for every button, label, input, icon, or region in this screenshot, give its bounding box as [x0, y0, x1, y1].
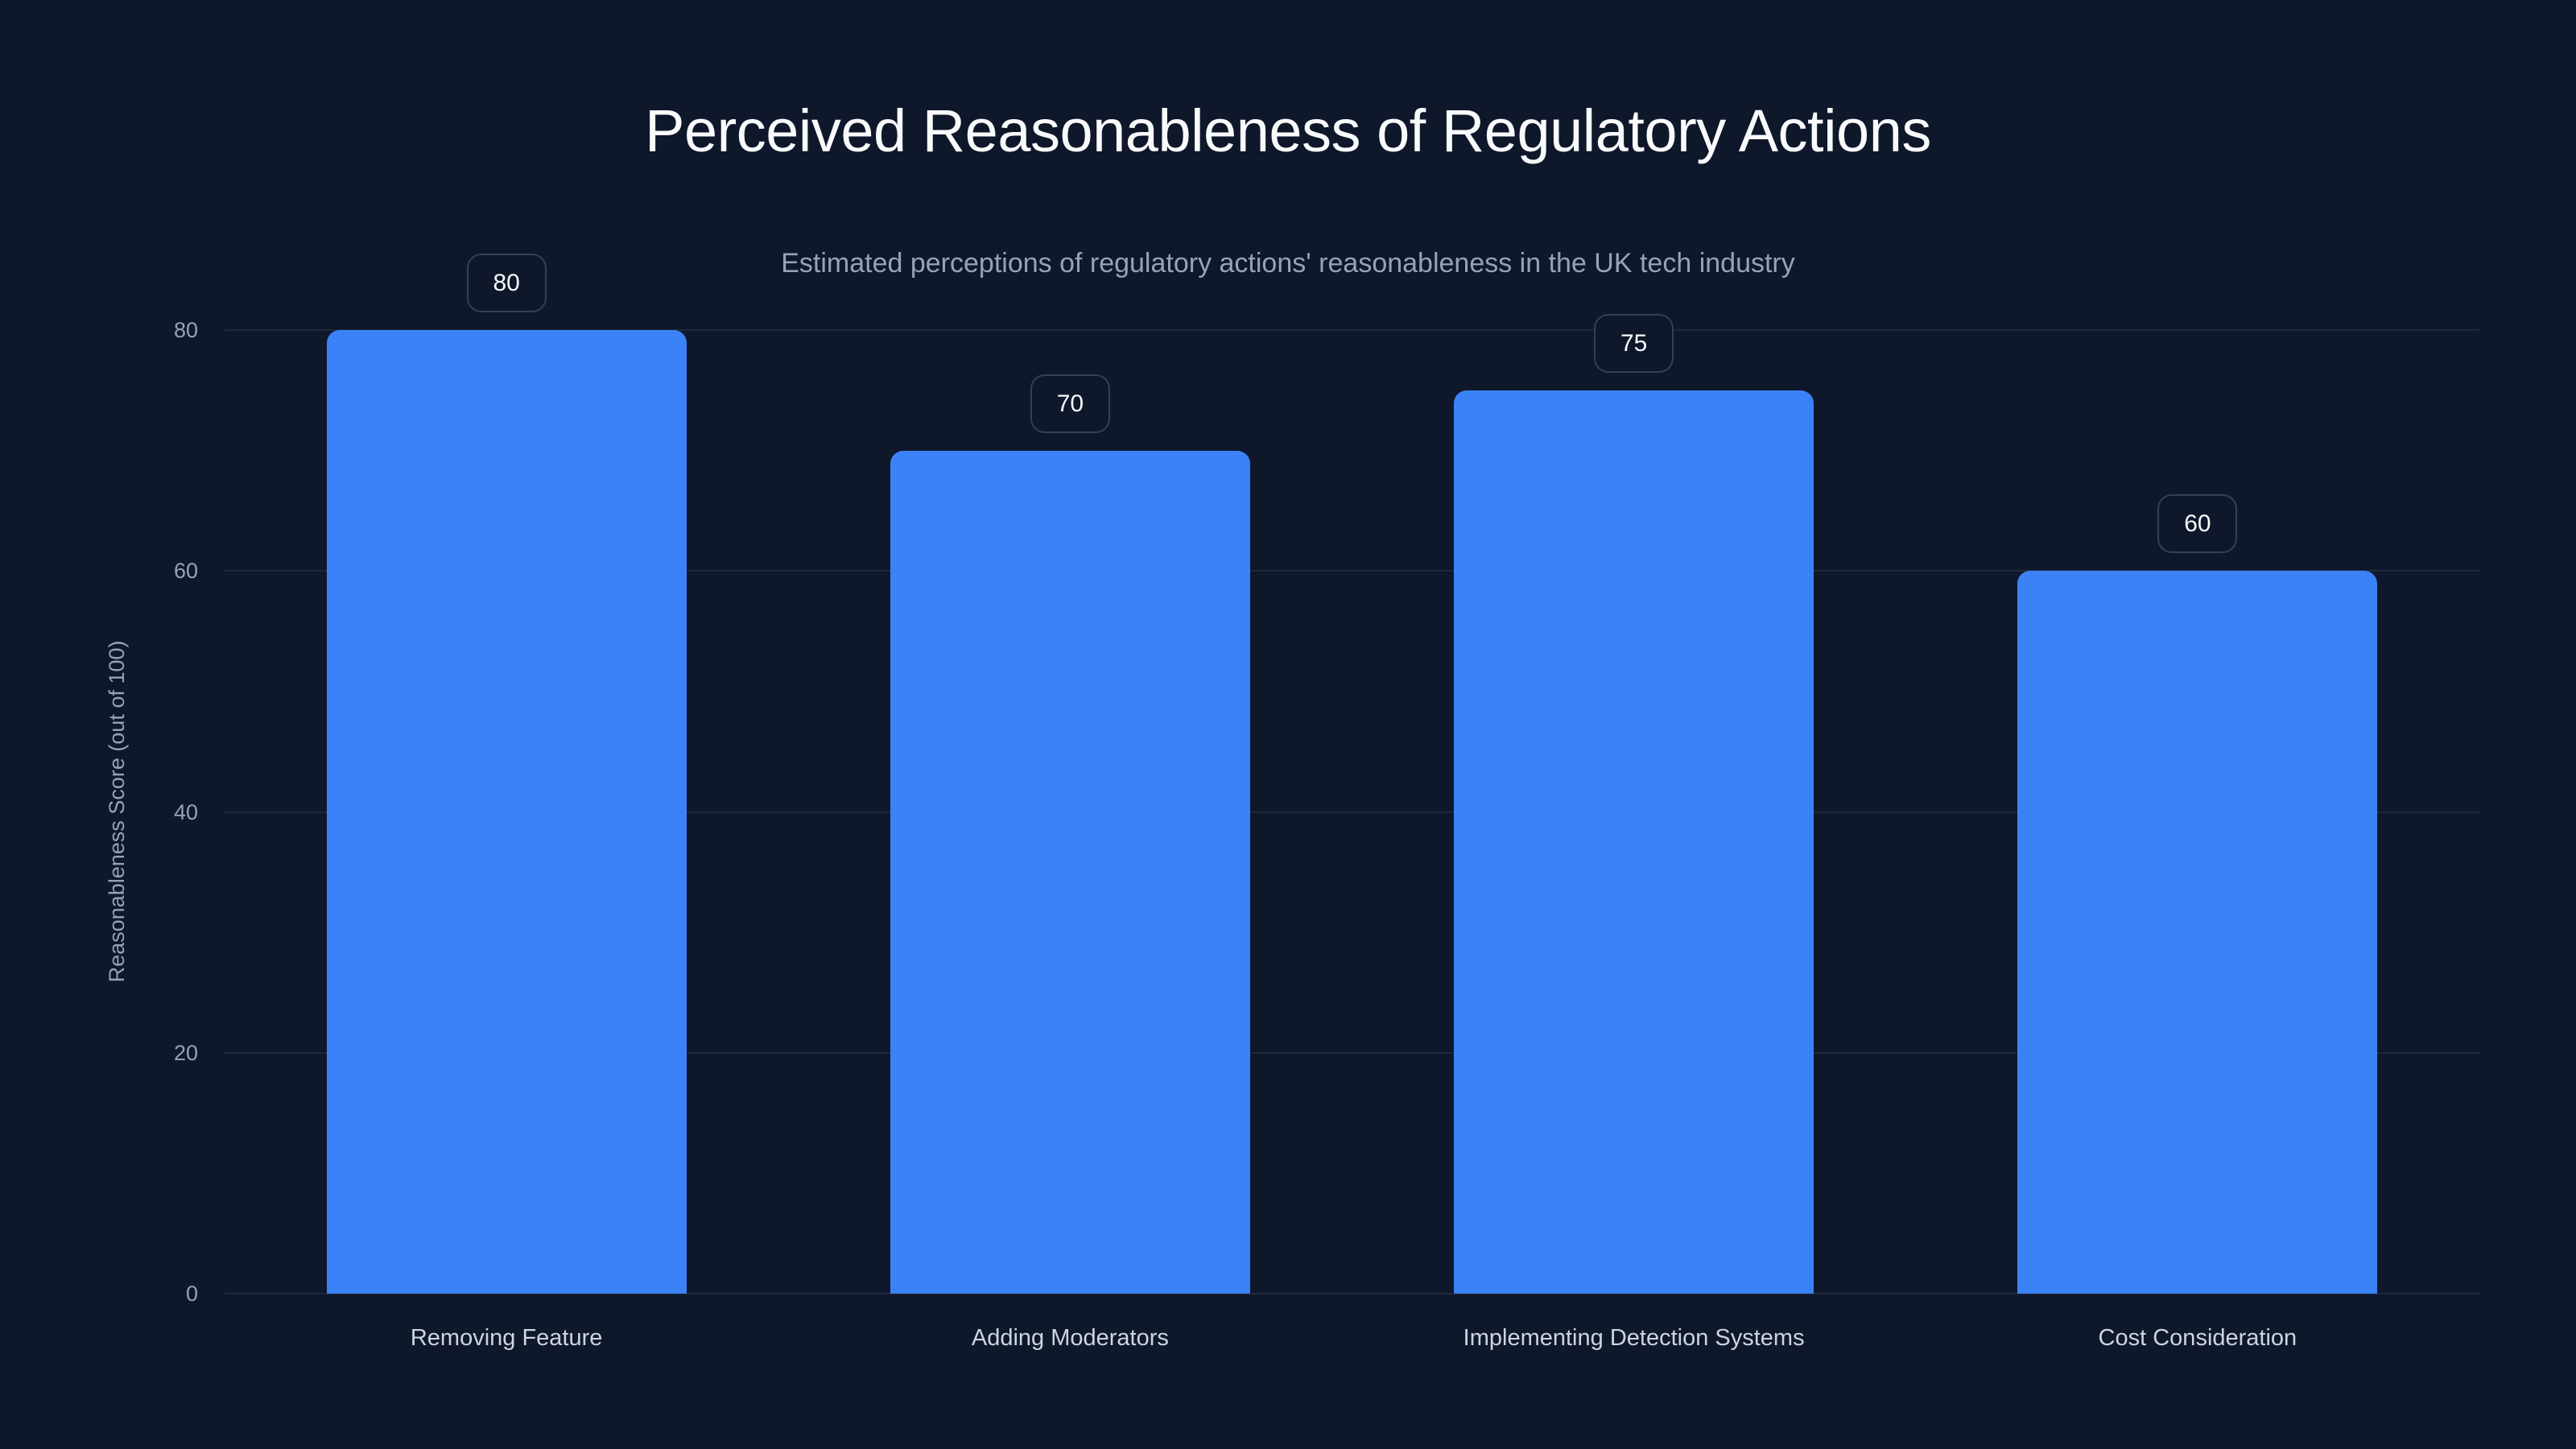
- bar[interactable]: [2017, 571, 2378, 1294]
- y-tick-label: 80: [173, 318, 198, 342]
- chart-title: Perceived Reasonableness of Regulatory A…: [645, 97, 1931, 164]
- x-category-label: Adding Moderators: [971, 1325, 1169, 1351]
- gridline: [225, 329, 2479, 331]
- bar[interactable]: [326, 330, 687, 1294]
- value-label: 60: [2157, 494, 2238, 554]
- y-tick-label: 0: [185, 1282, 198, 1306]
- x-category-label: Cost Consideration: [2098, 1325, 2297, 1351]
- y-tick-label: 60: [173, 559, 198, 584]
- y-axis-line: [224, 330, 225, 1294]
- value-label: 70: [1030, 374, 1110, 433]
- gridline: [225, 811, 2479, 813]
- gridline: [225, 1051, 2479, 1054]
- plot-area: 0 20 40 60 80 80 70 75 60: [174, 254, 2479, 1306]
- value-label: 75: [1594, 313, 1674, 373]
- gridline: [225, 1293, 2479, 1294]
- y-axis-title: Reasonableness Score (out of 100): [105, 640, 129, 983]
- x-category-label: Implementing Detection Systems: [1463, 1325, 1805, 1351]
- value-label: 80: [466, 254, 547, 312]
- x-category-label: Removing Feature: [410, 1325, 603, 1351]
- bar[interactable]: [1454, 390, 1814, 1294]
- y-tick-label: 40: [173, 799, 198, 824]
- y-tick-label: 20: [173, 1040, 198, 1065]
- gridline: [225, 570, 2479, 572]
- chart-subtitle: Estimated perceptions of regulatory acti…: [781, 248, 1795, 279]
- bar[interactable]: [890, 450, 1250, 1294]
